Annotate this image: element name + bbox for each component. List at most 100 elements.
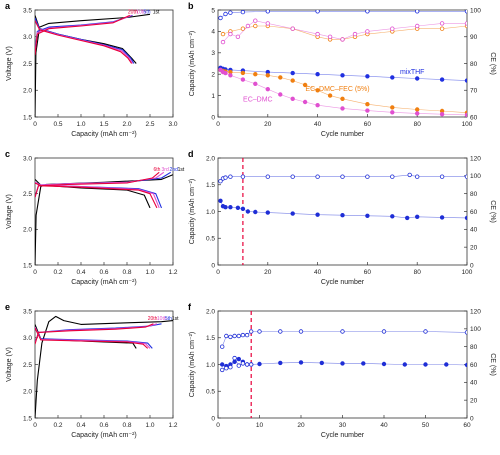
point-CE	[340, 174, 345, 179]
series-label: 10th	[157, 316, 167, 322]
x-tick-label: 40	[380, 422, 388, 429]
point-mixTHF-CE	[240, 10, 246, 15]
x-tick-label: 1.0	[76, 121, 85, 128]
point-Capacity	[236, 356, 241, 362]
point-CE	[423, 329, 428, 334]
x-tick-label: 0.4	[76, 269, 85, 276]
point-EC–DMC–FEC-(5%)	[290, 78, 295, 83]
point-Capacity	[257, 361, 262, 367]
panel-b: b 0 20 40 60 80 100 0 1 2 3 4 5 60 70 80 90 100 CE (%) Cycl…	[188, 1, 496, 138]
point-Capacity	[444, 362, 449, 367]
series-label: mixTHF	[400, 69, 425, 76]
y-tick-label: 2.0	[206, 155, 215, 162]
point-Capacity-2	[244, 362, 250, 367]
point-CE	[223, 175, 228, 180]
panel-letter: a	[5, 1, 11, 11]
point-Capacity	[381, 361, 387, 367]
point-CE	[232, 333, 237, 339]
point-Capacity	[439, 215, 445, 220]
panel-letter: d	[188, 149, 194, 159]
point-mixTHF-CE	[265, 10, 270, 14]
x-tick-label: 0.4	[76, 422, 85, 429]
point-CE	[244, 332, 250, 338]
point-mixTHF-CE	[315, 10, 320, 14]
y2-axis-label: CE (%)	[489, 200, 496, 223]
x-tick-label: 1.2	[168, 422, 177, 429]
y2-tick-label: 40	[470, 380, 478, 387]
point-Capacity	[340, 361, 345, 366]
point-CE	[381, 329, 387, 334]
panel-c: c 0 0.2 0.4 0.6 0.8 1.0 1.2 1.5 2.0 2.5 3.0 Capacity…	[5, 149, 185, 286]
panel-letter: b	[188, 1, 194, 11]
point-Capacity	[298, 360, 304, 365]
panel-letter: c	[5, 149, 10, 159]
point-Capacity	[290, 211, 295, 216]
x-tick-label: 0.2	[53, 269, 62, 276]
y-tick-label: 2	[211, 72, 215, 79]
point-EC–DMC	[415, 111, 420, 116]
panel-f: f0 10 20 30 40 50 6000.51.01.52.00204060801001…	[188, 302, 496, 439]
point-EC–DMC	[253, 81, 258, 86]
plot-frame	[34, 9, 174, 118]
point-Capacity	[315, 212, 320, 217]
y-tick-label: 1.0	[206, 362, 215, 369]
point-EC–DMC	[302, 99, 308, 105]
point-EC–DMC–FEC-(5%)-CE	[240, 26, 246, 31]
x-tick-label: 100	[462, 269, 473, 276]
point-EC–DMC–FEC-(5%)	[253, 71, 258, 77]
x-tick-label: 40	[314, 269, 322, 276]
series-label: 10th	[136, 10, 146, 16]
series-EC–DMC–FEC (5%) CE-trend	[222, 25, 467, 40]
series-1st-charge-line	[35, 315, 173, 418]
y2-axis-label: CE (%)	[489, 52, 496, 75]
y-tick-label: 3.5	[23, 7, 32, 14]
x-tick-label: 3.0	[168, 121, 177, 128]
x-axis-label: Cycle number	[321, 432, 365, 439]
y2-tick-label: 20	[470, 244, 478, 251]
point-Capacity-2	[219, 367, 225, 373]
y2-tick-label: 120	[470, 308, 481, 315]
y2-tick-label: 60	[470, 114, 478, 121]
point-CE	[407, 172, 412, 178]
point-EC–DMC–FEC-(5%)	[340, 96, 345, 101]
point-Capacity	[319, 360, 324, 366]
y-tick-label: 1.5	[206, 182, 215, 189]
point-EC–DMC-CE	[415, 23, 420, 29]
x-tick-label: 0	[33, 422, 37, 429]
point-EC–DMC	[240, 77, 246, 82]
x-tick-label: 1.0	[145, 269, 154, 276]
point-EC–DMC–FEC-(5%)	[390, 105, 395, 110]
series-layer	[35, 171, 173, 265]
point-EC–DMC	[464, 112, 467, 117]
point-Capacity	[464, 215, 467, 221]
x-tick-label: 0.5	[53, 121, 62, 128]
point-EC–DMC	[340, 106, 345, 111]
y-tick-label: 1.5	[23, 262, 32, 269]
point-Capacity	[423, 362, 428, 367]
x-axis-label: Capacity (mAh cm⁻²)	[71, 279, 137, 286]
point-CE	[236, 333, 241, 339]
series-label: 2nd	[170, 167, 179, 173]
x-axis-label: Capacity (mAh cm⁻²)	[71, 432, 137, 439]
point-mixTHF	[439, 77, 445, 82]
point-Capacity	[278, 360, 283, 366]
point-Capacity	[390, 214, 395, 219]
series-1st-charge-line	[35, 13, 151, 117]
point-CE	[365, 174, 370, 179]
point-CE	[298, 329, 304, 334]
y-tick-label: 0	[211, 262, 215, 269]
y2-tick-label: 0	[470, 415, 474, 422]
y2-tick-label: 80	[470, 61, 478, 68]
point-EC–DMC–FEC-(5%)	[327, 93, 333, 98]
series-EC–DMC CE-trend	[222, 20, 467, 43]
point-Capacity	[219, 362, 225, 367]
x-tick-label: 1.0	[145, 422, 154, 429]
series-layer	[219, 311, 467, 418]
x-tick-label: 0.8	[122, 269, 131, 276]
point-EC–DMC–FEC-(5%)	[240, 70, 246, 76]
point-EC–DMC	[365, 108, 370, 113]
point-mixTHF-CE	[464, 10, 467, 14]
point-EC–DMC	[223, 70, 228, 76]
point-Capacity	[415, 214, 420, 219]
